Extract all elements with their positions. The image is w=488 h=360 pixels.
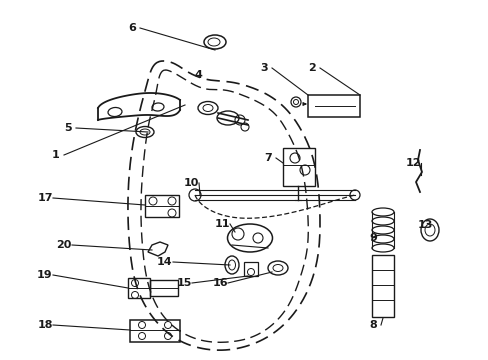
- Text: 13: 13: [416, 220, 432, 230]
- Bar: [150, 280, 178, 296]
- Text: 7: 7: [264, 153, 271, 163]
- Text: 3: 3: [260, 63, 267, 73]
- Text: 12: 12: [405, 158, 420, 168]
- Bar: [307, 95, 359, 117]
- Bar: [128, 278, 150, 298]
- Text: 15: 15: [176, 278, 191, 288]
- Text: 10: 10: [183, 178, 198, 188]
- Text: 1: 1: [52, 150, 60, 160]
- Bar: [244, 262, 258, 276]
- Text: 20: 20: [56, 240, 72, 250]
- Text: 14: 14: [157, 257, 172, 267]
- Bar: [145, 195, 179, 217]
- Text: 2: 2: [307, 63, 315, 73]
- Text: 4: 4: [194, 70, 202, 80]
- Bar: [283, 148, 314, 186]
- Text: 6: 6: [128, 23, 136, 33]
- Text: 11: 11: [214, 219, 229, 229]
- Text: 8: 8: [368, 320, 376, 330]
- Text: 16: 16: [212, 278, 227, 288]
- Text: 5: 5: [64, 123, 72, 133]
- Text: 18: 18: [37, 320, 53, 330]
- Text: 9: 9: [368, 233, 376, 243]
- Text: 19: 19: [37, 270, 53, 280]
- Bar: [371, 255, 393, 317]
- Bar: [130, 320, 180, 342]
- Text: 17: 17: [37, 193, 53, 203]
